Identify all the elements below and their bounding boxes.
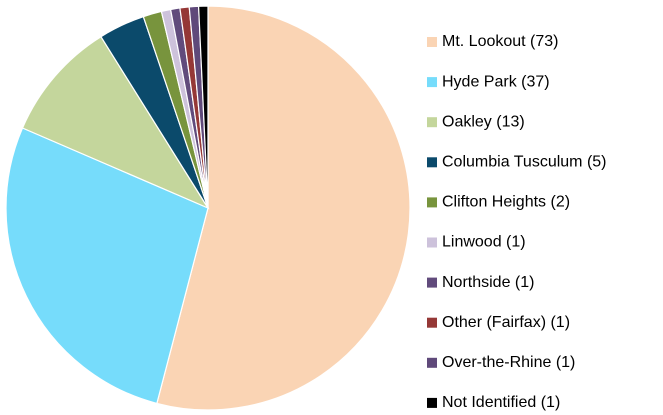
legend-label: Over-the-Rhine (1): [442, 354, 575, 371]
legend-swatch: [427, 277, 437, 288]
pie-slice: [21, 35, 210, 210]
legend-swatch: [427, 357, 437, 368]
legend-swatch: [427, 397, 437, 408]
legend-label: Clifton Heights (2): [442, 194, 570, 211]
legend-swatch: [427, 157, 437, 168]
legend-label: Other (Fairfax) (1): [442, 314, 570, 331]
legend-label: Oakley (13): [442, 113, 525, 130]
legend-swatch: [427, 117, 437, 128]
pie-slice: [197, 5, 209, 209]
legend-label: Hyde Park (37): [442, 73, 550, 90]
legend-swatch: [427, 197, 437, 208]
pie-slice: [5, 127, 209, 405]
legend-swatch: [427, 317, 437, 328]
legend-swatch: [427, 37, 437, 47]
legend-label: Not Identified (1): [442, 394, 560, 411]
legend-swatch: [427, 237, 437, 248]
legend-swatch: [427, 77, 437, 88]
pie-slice: [156, 5, 411, 411]
legend-label: Mt. Lookout (73): [442, 33, 559, 50]
legend-label: Columbia Tusculum (5): [442, 154, 607, 171]
legend-label: Linwood (1): [442, 234, 526, 251]
legend-label: Northside (1): [442, 274, 534, 291]
